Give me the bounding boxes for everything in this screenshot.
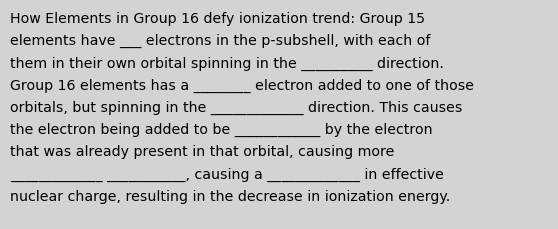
Text: nuclear charge, resulting in the decrease in ionization energy.: nuclear charge, resulting in the decreas… <box>10 189 450 203</box>
Text: that was already present in that orbital, causing more: that was already present in that orbital… <box>10 144 395 158</box>
Text: elements have ___ electrons in the p-subshell, with each of: elements have ___ electrons in the p-sub… <box>10 34 430 48</box>
Text: _____________ ___________, causing a _____________ in effective: _____________ ___________, causing a ___… <box>10 167 444 181</box>
Text: How Elements in Group 16 defy ionization trend: Group 15: How Elements in Group 16 defy ionization… <box>10 12 425 26</box>
Text: them in their own orbital spinning in the __________ direction.: them in their own orbital spinning in th… <box>10 56 444 70</box>
Text: Group 16 elements has a ________ electron added to one of those: Group 16 elements has a ________ electro… <box>10 78 474 92</box>
Text: orbitals, but spinning in the _____________ direction. This causes: orbitals, but spinning in the __________… <box>10 100 463 114</box>
Text: the electron being added to be ____________ by the electron: the electron being added to be _________… <box>10 123 432 136</box>
